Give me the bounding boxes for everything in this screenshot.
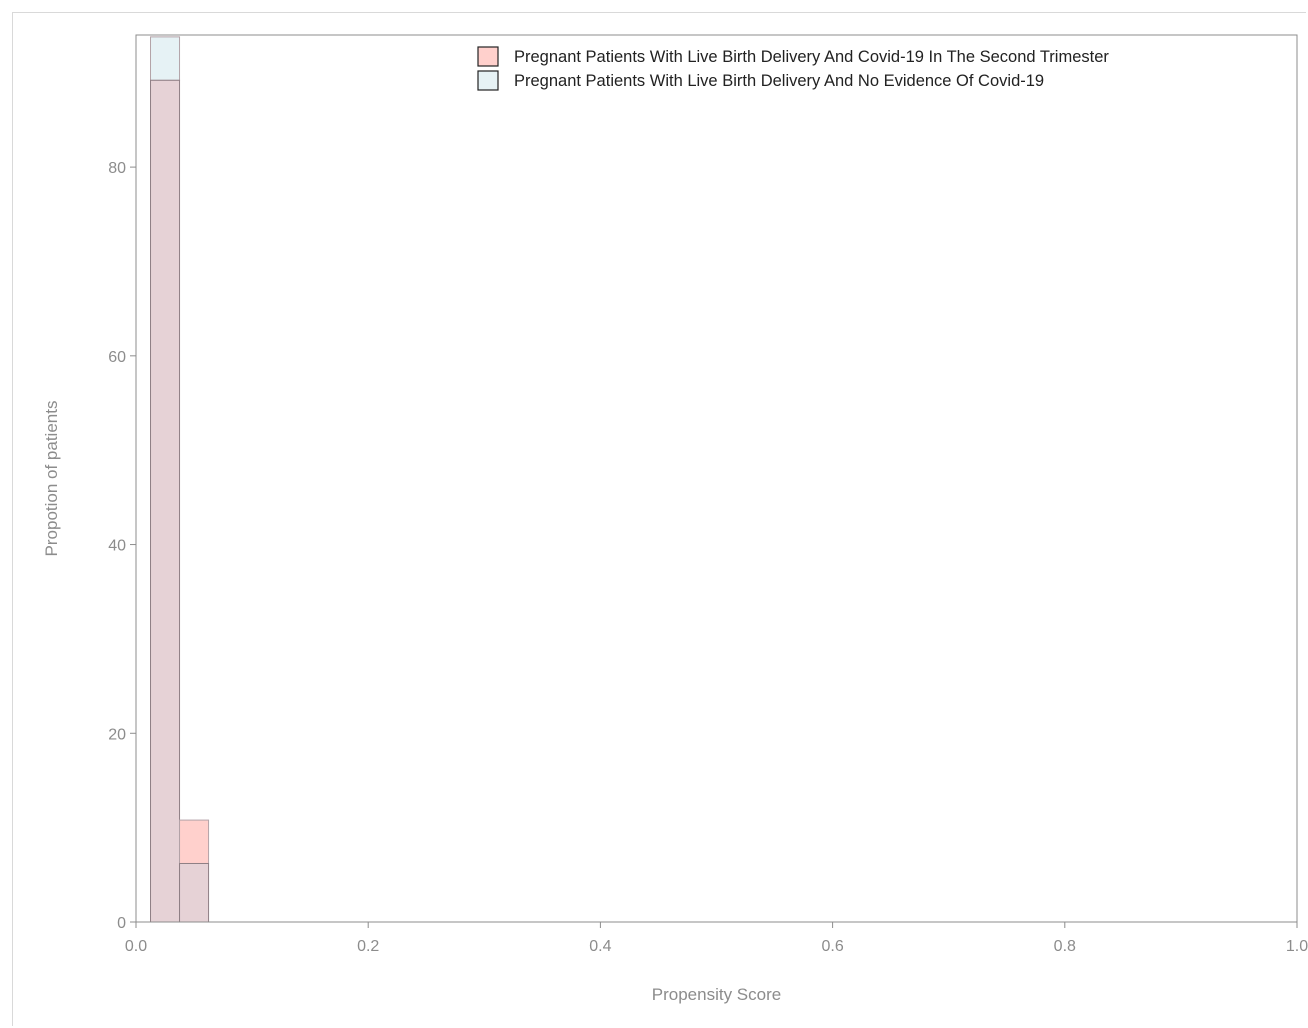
x-tick-label: 1.0 [1286, 938, 1308, 955]
y-tick-label: 40 [108, 538, 126, 555]
y-axis-label: Propotion of patients [42, 401, 61, 557]
y-axis-ticks: 0 20 40 60 80 [108, 160, 136, 932]
plot-area-border [135, 34, 1298, 923]
legend-swatch-1 [477, 70, 499, 91]
x-tick-label: 0.8 [1054, 938, 1076, 955]
y-tick-label: 20 [108, 726, 126, 743]
legend-swatch-0 [477, 46, 499, 67]
bar-upper-1 [150, 36, 181, 81]
x-axis-label: Propensity Score [652, 985, 781, 1004]
x-tick-label: 0.4 [589, 938, 611, 955]
x-tick-label: 0.0 [125, 938, 147, 955]
y-tick-label: 80 [108, 160, 126, 177]
x-tick-label: 0.6 [821, 938, 843, 955]
bar-overlap-1 [150, 79, 181, 923]
bars-layer [136, 36, 210, 923]
x-tick-label: 0.2 [357, 938, 379, 955]
bar-overlap-2 [179, 862, 210, 923]
legend: Pregnant Patients With Live Birth Delive… [477, 46, 1109, 91]
bar-upper-2 [179, 819, 210, 864]
y-tick-label: 0 [117, 915, 126, 932]
legend-label-1: Pregnant Patients With Live Birth Delive… [514, 72, 1044, 90]
y-tick-label: 60 [108, 349, 126, 366]
legend-label-0: Pregnant Patients With Live Birth Delive… [514, 48, 1109, 66]
x-axis-ticks: 0.0 0.2 0.4 0.6 0.8 1.0 [125, 922, 1308, 955]
chart-frame [12, 12, 1306, 1026]
